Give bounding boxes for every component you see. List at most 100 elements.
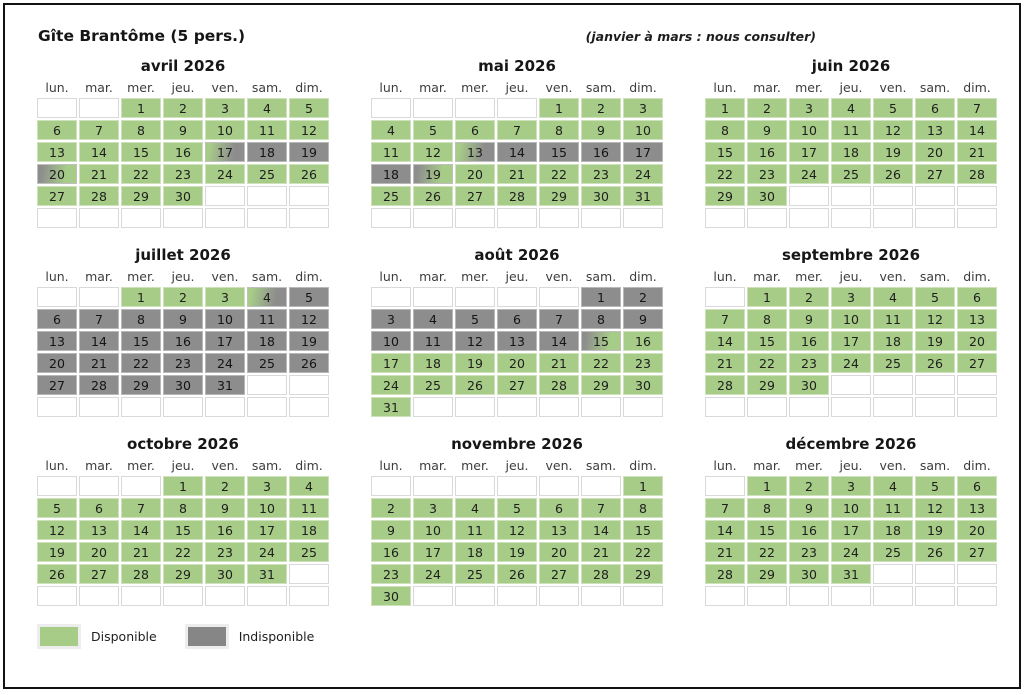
day-cell: 5: [37, 498, 77, 518]
empty-cell: [957, 397, 997, 417]
week-row: 5 6 7 8 9 10 11: [37, 498, 329, 518]
empty-cell: [79, 397, 119, 417]
weekday-header: dim.: [295, 269, 323, 284]
weekday-header: sam.: [919, 80, 951, 95]
day-cell: 2: [163, 287, 203, 307]
empty-cell: [121, 208, 161, 228]
day-cell: 30: [163, 186, 203, 206]
day-cell: 31: [831, 564, 871, 584]
empty-cell: [455, 98, 495, 118]
weekday-header: mer.: [795, 80, 823, 95]
empty-cell: [581, 586, 621, 606]
month-table: lun. mar. mer. jeu. ven. sam. dim. 1 2 3 4 5 6 7 8 9 10 1…: [35, 77, 331, 230]
empty-cell: [831, 208, 871, 228]
day-cell: 28: [705, 375, 745, 395]
day-cell: 15: [121, 142, 161, 162]
empty-cell: [497, 586, 537, 606]
empty-cell: [705, 397, 745, 417]
month-table: lun. mar. mer. jeu. ven. sam. dim. 1 2 3 4 5 6 7 8 9 10 1…: [35, 266, 331, 419]
weekday-header: ven.: [211, 269, 239, 284]
day-cell: 15: [539, 142, 579, 162]
day-cell: 23: [789, 542, 829, 562]
month-title: novembre 2026: [451, 435, 583, 453]
day-cell: 18: [247, 331, 287, 351]
weekday-header: sam.: [251, 269, 283, 284]
day-cell: 27: [37, 375, 77, 395]
month-title: juillet 2026: [135, 246, 231, 264]
day-cell: 1: [121, 98, 161, 118]
day-cell: 21: [957, 142, 997, 162]
weekday-header-row: lun. mar. mer. jeu. ven. sam. dim.: [371, 457, 663, 474]
day-cell: 18: [247, 142, 287, 162]
day-cell: 3: [831, 287, 871, 307]
empty-cell: [163, 586, 203, 606]
day-cell: 23: [163, 164, 203, 184]
week-row: 1: [371, 476, 663, 496]
day-cell: 9: [581, 120, 621, 140]
day-cell: 1: [705, 98, 745, 118]
day-cell: 1: [121, 287, 161, 307]
day-cell: 6: [37, 309, 77, 329]
day-cell: 26: [873, 164, 913, 184]
weekday-header-row: lun. mar. mer. jeu. ven. sam. dim.: [705, 79, 997, 96]
day-cell: 6: [79, 498, 119, 518]
day-cell: 16: [789, 331, 829, 351]
day-cell: 27: [539, 564, 579, 584]
week-row: [37, 397, 329, 417]
empty-cell: [37, 476, 77, 496]
day-cell: 22: [121, 353, 161, 373]
day-cell: 2: [371, 498, 411, 518]
weekday-header: dim.: [963, 80, 991, 95]
empty-cell: [831, 586, 871, 606]
day-cell: 25: [371, 186, 411, 206]
weekday-header: dim.: [295, 80, 323, 95]
day-cell: 30: [747, 186, 787, 206]
day-cell: 9: [747, 120, 787, 140]
weekday-header: dim.: [629, 269, 657, 284]
day-cell: 15: [581, 331, 621, 351]
empty-cell: [455, 476, 495, 496]
week-row: 27 28 29 30 31: [37, 375, 329, 395]
day-cell: 27: [957, 353, 997, 373]
header: Gîte Brantôme (5 pers.) (janvier à mars …: [5, 5, 1019, 45]
day-cell: 30: [789, 375, 829, 395]
day-cell: 4: [413, 309, 453, 329]
empty-cell: [37, 208, 77, 228]
empty-cell: [915, 564, 955, 584]
empty-cell: [705, 208, 745, 228]
empty-cell: [289, 208, 329, 228]
day-cell: 5: [915, 287, 955, 307]
day-cell: 7: [121, 498, 161, 518]
empty-cell: [79, 208, 119, 228]
weekday-header: lun.: [379, 458, 403, 473]
empty-cell: [831, 397, 871, 417]
day-cell: 9: [163, 120, 203, 140]
day-cell: 22: [163, 542, 203, 562]
empty-cell: [205, 586, 245, 606]
week-row: 16 17 18 19 20 21 22: [371, 542, 663, 562]
day-cell: 28: [79, 375, 119, 395]
day-cell: 12: [873, 120, 913, 140]
day-cell: 21: [705, 353, 745, 373]
empty-cell: [371, 98, 411, 118]
day-cell: 17: [623, 142, 663, 162]
week-row: 12 13 14 15 16 17 18: [37, 520, 329, 540]
empty-cell: [121, 397, 161, 417]
empty-cell: [539, 397, 579, 417]
day-cell: 8: [747, 498, 787, 518]
empty-cell: [873, 208, 913, 228]
day-cell: 24: [623, 164, 663, 184]
day-cell: 8: [121, 309, 161, 329]
week-row: 7 8 9 10 11 12 13: [705, 309, 997, 329]
weekday-header: mer.: [795, 269, 823, 284]
day-cell: 1: [747, 476, 787, 496]
day-cell: 19: [873, 142, 913, 162]
day-cell: 10: [205, 120, 245, 140]
header-note: (janvier à mars : nous consulter): [585, 29, 816, 44]
day-cell: 19: [915, 331, 955, 351]
week-row: [705, 397, 997, 417]
empty-cell: [37, 98, 77, 118]
